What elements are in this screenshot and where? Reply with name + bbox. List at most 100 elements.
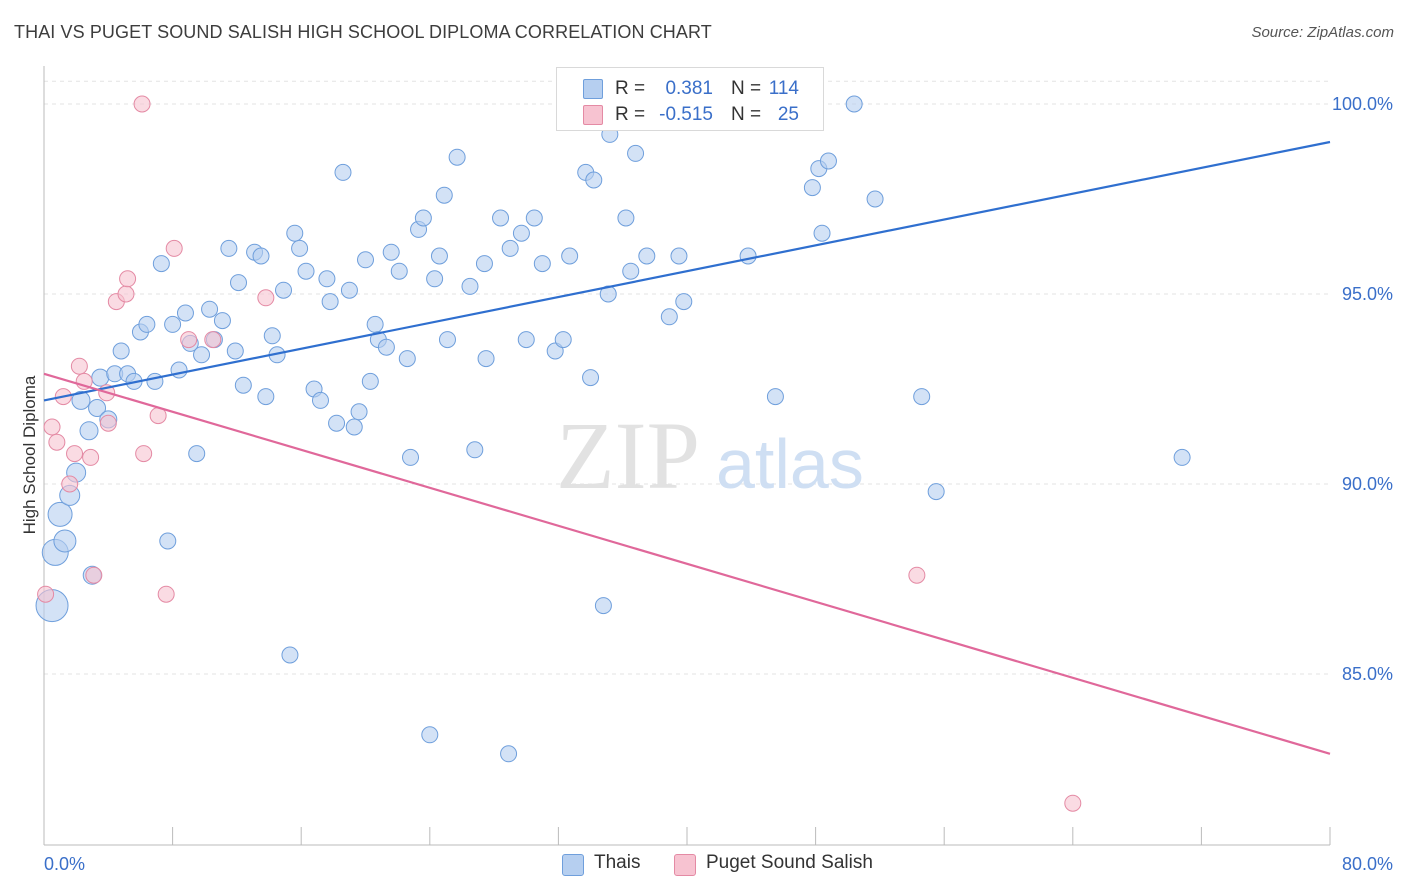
- data-point-puget: [180, 331, 198, 349]
- tick-labels: 85.0% 90.0% 95.0% 100.0% 0.0% 80.0%: [44, 94, 1393, 874]
- axes-layer: [43, 66, 1331, 846]
- legend-r-label: R =: [615, 78, 646, 99]
- data-point-thais: [845, 95, 863, 113]
- data-point-thais: [670, 247, 688, 265]
- data-point-thais: [334, 163, 352, 181]
- data-point-thais: [414, 209, 432, 227]
- data-point-thais: [739, 247, 757, 265]
- trendline-puget: [43, 372, 1331, 755]
- trend-layer: [43, 140, 1331, 755]
- data-point-thais: [913, 388, 931, 406]
- data-point-puget: [82, 448, 100, 466]
- series-puget-points: [37, 95, 1082, 812]
- legend-n-label: N =: [731, 104, 762, 125]
- data-point-thais: [257, 388, 275, 406]
- data-point-puget: [37, 585, 55, 603]
- data-point-thais: [813, 224, 831, 242]
- data-point-thais: [466, 441, 484, 459]
- data-point-thais: [311, 391, 329, 409]
- data-point-thais: [803, 179, 821, 197]
- data-point-thais: [291, 239, 309, 257]
- data-point-thais: [477, 350, 495, 368]
- data-point-puget: [117, 285, 135, 303]
- data-point-thais: [297, 262, 315, 280]
- legend-swatch-puget: [583, 105, 603, 125]
- data-point-puget: [61, 475, 79, 493]
- y-tick-label: 100.0%: [1332, 94, 1393, 114]
- data-point-thais: [275, 281, 293, 299]
- x-tick-label: 80.0%: [1342, 854, 1393, 874]
- data-point-thais: [617, 209, 635, 227]
- data-point-thais: [766, 388, 784, 406]
- data-point-thais: [492, 209, 510, 227]
- data-point-thais: [585, 171, 603, 189]
- data-point-puget: [135, 445, 153, 463]
- legend-swatch-thais: [562, 854, 584, 876]
- data-point-thais: [79, 421, 99, 441]
- data-point-thais: [152, 255, 170, 273]
- data-point-thais: [138, 315, 156, 333]
- data-point-thais: [517, 331, 535, 349]
- legend-swatch-thais: [583, 79, 603, 99]
- data-point-puget: [70, 357, 88, 375]
- data-point-thais: [638, 247, 656, 265]
- data-point-thais: [430, 247, 448, 265]
- trendline-thais: [43, 140, 1331, 402]
- data-point-thais: [286, 224, 304, 242]
- data-point-thais: [170, 361, 188, 379]
- data-point-thais: [475, 255, 493, 273]
- data-point-puget: [908, 566, 926, 584]
- data-point-thais: [448, 148, 466, 166]
- legend-row-thais: R = 0.381 N = 114: [557, 74, 823, 102]
- legend-row-puget: R = -0.515 N = 25: [557, 100, 823, 128]
- legend-n-label: N =: [731, 78, 762, 99]
- data-point-thais: [525, 209, 543, 227]
- data-point-puget: [119, 270, 137, 288]
- chart-title: THAI VS PUGET SOUND SALISH HIGH SCHOOL D…: [14, 22, 712, 42]
- data-point-puget: [48, 433, 66, 451]
- data-point-puget: [85, 566, 103, 584]
- data-point-thais: [533, 255, 551, 273]
- data-point-thais: [230, 274, 248, 292]
- y-tick-label: 95.0%: [1342, 284, 1393, 304]
- watermark-zip: ZIP: [556, 402, 700, 509]
- data-point-thais: [340, 281, 358, 299]
- data-point-thais: [328, 414, 346, 432]
- data-point-thais: [321, 293, 339, 311]
- data-point-thais: [461, 277, 479, 295]
- y-tick-label: 90.0%: [1342, 474, 1393, 494]
- data-point-thais: [357, 251, 374, 269]
- data-point-thais: [390, 262, 408, 280]
- data-point-thais: [627, 144, 645, 162]
- data-point-thais: [512, 224, 530, 242]
- data-point-thais: [318, 270, 336, 288]
- data-point-thais: [622, 262, 640, 280]
- data-point-puget: [99, 414, 117, 432]
- data-point-thais: [71, 390, 91, 410]
- data-point-puget: [133, 95, 151, 113]
- data-point-thais: [53, 529, 77, 553]
- data-point-thais: [426, 270, 444, 288]
- data-point-thais: [675, 293, 693, 311]
- data-point-thais: [421, 726, 439, 744]
- data-point-thais: [366, 315, 384, 333]
- data-point-thais: [927, 483, 945, 501]
- data-point-puget: [204, 331, 222, 349]
- data-point-puget: [257, 289, 275, 307]
- data-point-thais: [201, 300, 219, 318]
- legend-r-value: -0.515: [659, 104, 713, 125]
- legend-label-puget: Puget Sound Salish: [706, 852, 873, 873]
- legend-r-label: R =: [615, 104, 646, 125]
- data-point-thais: [382, 243, 400, 261]
- data-point-thais: [377, 338, 395, 356]
- data-point-thais: [554, 331, 572, 349]
- data-point-thais: [263, 327, 281, 345]
- data-point-puget: [66, 445, 84, 463]
- stats-legend: R = 0.381 N = 114 R = -0.515 N = 25: [556, 67, 824, 131]
- data-point-thais: [594, 597, 612, 615]
- watermark: ZIP atlas: [556, 402, 864, 509]
- grid-layer: [44, 80, 1330, 675]
- data-point-thais: [402, 448, 420, 466]
- data-point-thais: [500, 745, 518, 763]
